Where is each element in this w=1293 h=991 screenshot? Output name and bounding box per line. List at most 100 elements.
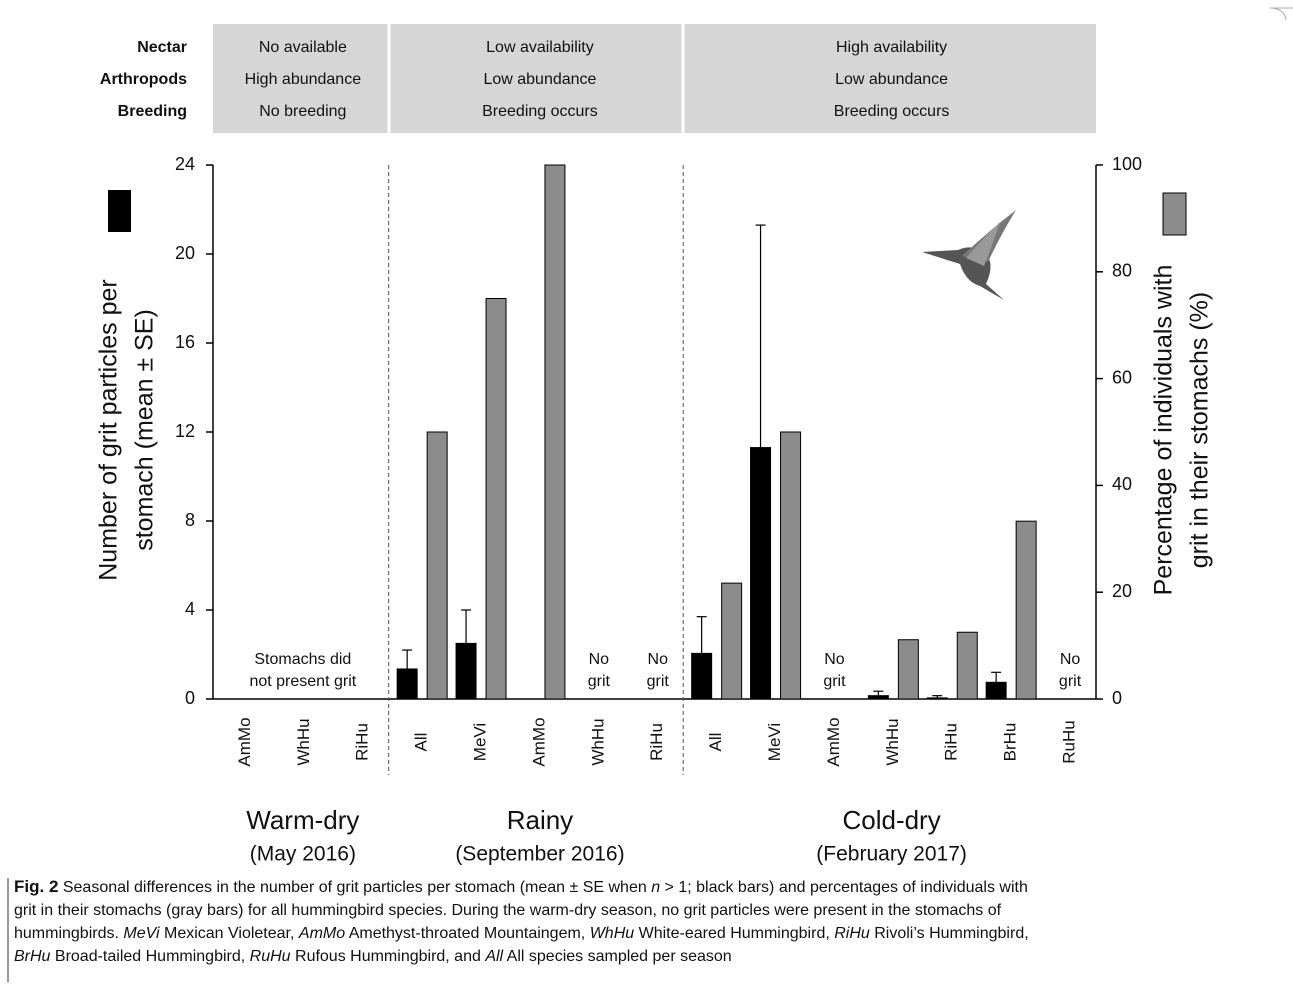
caption-segment: Fig. 2 xyxy=(14,877,58,896)
bar xyxy=(426,431,448,700)
y-axis-label: stomach (mean ± SE) xyxy=(131,309,159,551)
y2-tick-label: 60 xyxy=(1112,367,1132,387)
x-tick-label: WhHu xyxy=(588,718,607,765)
y-tick-label: 12 xyxy=(175,421,195,441)
condition-cell: Low availability xyxy=(486,39,594,56)
y-tick-label: 0 xyxy=(185,688,195,708)
hummingbird-icon xyxy=(922,210,1016,300)
x-tick-label: BrHu xyxy=(1001,723,1020,762)
bar xyxy=(867,695,889,700)
bar xyxy=(485,298,507,700)
caption-segment: RuHu xyxy=(250,948,291,965)
group-name: Cold-dry xyxy=(842,805,940,835)
y2-tick-label: 40 xyxy=(1112,474,1132,494)
y2-axis-label: Percentage of individuals with xyxy=(1150,265,1178,596)
legend-swatch xyxy=(108,190,131,232)
condition-cell: No available xyxy=(259,39,347,56)
legend-swatch xyxy=(1162,192,1187,236)
caption-segment: grit in their stomachs (gray bars) for a… xyxy=(14,902,1002,919)
bar xyxy=(396,668,418,700)
caption-segment: Rufous Hummingbird, and xyxy=(291,948,486,965)
bar xyxy=(544,164,566,700)
condition-cell: High availability xyxy=(836,39,947,56)
condition-label: Arthropods xyxy=(100,71,187,88)
caption-segment: WhHu xyxy=(590,925,635,942)
caption-line: grit in their stomachs (gray bars) for a… xyxy=(14,902,1002,919)
condition-cell: Low abundance xyxy=(483,71,596,88)
bar xyxy=(691,652,713,700)
caption-segment: All xyxy=(484,948,503,965)
condition-label: Breeding xyxy=(118,103,187,120)
caption-segment: Rivoli’s Hummingbird, xyxy=(870,925,1029,942)
caption-segment: hummingbirds. xyxy=(14,925,123,942)
bar xyxy=(780,431,802,700)
y-tick-label: 16 xyxy=(175,332,195,352)
x-tick-label: RuHu xyxy=(1060,720,1079,763)
caption-segment: Mexican Violetear, xyxy=(160,925,299,942)
category-note: No xyxy=(1060,651,1081,668)
caption-segment: > 1; black bars) and percentages of indi… xyxy=(660,879,1028,896)
group-name: Rainy xyxy=(507,805,573,835)
caption-segment: AmMo xyxy=(298,925,345,942)
x-tick-label: RiHu xyxy=(942,723,961,761)
caption-segment: Seasonal differences in the number of gr… xyxy=(58,879,651,896)
page-corner xyxy=(1269,7,1293,21)
x-tick-label: All xyxy=(412,733,431,752)
bar xyxy=(897,639,919,700)
x-tick-label: AmMo xyxy=(235,717,254,766)
y2-tick-label: 0 xyxy=(1112,688,1122,708)
caption-segment: All species sampled per season xyxy=(503,948,732,965)
caption-line: hummingbirds. MeVi Mexican Violetear, Am… xyxy=(14,925,1029,942)
x-tick-label: All xyxy=(706,733,725,752)
condition-cell: No breeding xyxy=(259,103,346,120)
bar xyxy=(1015,520,1037,700)
x-tick-label: MeVi xyxy=(471,723,490,761)
bar xyxy=(926,697,948,700)
group-period: (May 2016) xyxy=(250,843,356,866)
y2-tick-label: 20 xyxy=(1112,581,1132,601)
x-tick-label: RiHu xyxy=(647,723,666,761)
x-tick-label: MeVi xyxy=(765,723,784,761)
caption-segment: White-eared Hummingbird, xyxy=(634,925,834,942)
caption-line: Fig. 2 Seasonal differences in the numbe… xyxy=(14,877,1028,896)
y-tick-label: 8 xyxy=(185,510,195,530)
caption-segment: RiHu xyxy=(834,925,870,942)
bar xyxy=(985,681,1007,700)
y2-tick-label: 80 xyxy=(1112,261,1132,281)
condition-panel xyxy=(213,24,1096,133)
x-tick-label: AmMo xyxy=(529,717,548,766)
x-tick-label: AmMo xyxy=(824,717,843,766)
category-note: No xyxy=(824,651,845,668)
bar xyxy=(956,631,978,700)
category-note: grit xyxy=(823,673,846,690)
condition-cell: Breeding occurs xyxy=(834,103,950,120)
group-note: not present grit xyxy=(249,673,356,690)
y-tick-label: 24 xyxy=(175,154,195,174)
condition-cell: High abundance xyxy=(245,71,362,88)
y2-tick-label: 100 xyxy=(1112,154,1142,174)
x-tick-label: WhHu xyxy=(883,718,902,765)
y2-axis-label: grit in their stomachs (%) xyxy=(1186,292,1214,568)
y-axis-label: Number of grit particles per xyxy=(95,279,123,581)
bar xyxy=(455,642,477,700)
condition-cell: Breeding occurs xyxy=(482,103,598,120)
category-note: grit xyxy=(647,673,670,690)
y-tick-label: 4 xyxy=(185,599,195,619)
caption-line: BrHu Broad-tailed Hummingbird, RuHu Rufo… xyxy=(14,948,732,965)
condition-cell: Low abundance xyxy=(835,71,948,88)
group-name: Warm-dry xyxy=(246,805,359,835)
condition-label: Nectar xyxy=(137,39,187,56)
category-note: No xyxy=(648,651,669,668)
x-tick-label: RiHu xyxy=(353,723,372,761)
caption-segment: Amethyst-throated Mountaingem, xyxy=(345,925,590,942)
group-period: (September 2016) xyxy=(455,843,624,866)
category-note: No xyxy=(589,651,610,668)
category-note: grit xyxy=(1059,673,1082,690)
caption-segment: n xyxy=(651,879,660,896)
group-note: Stomachs did xyxy=(254,651,351,668)
category-note: grit xyxy=(588,673,611,690)
caption-segment: MeVi xyxy=(123,925,160,942)
bar xyxy=(750,447,772,700)
